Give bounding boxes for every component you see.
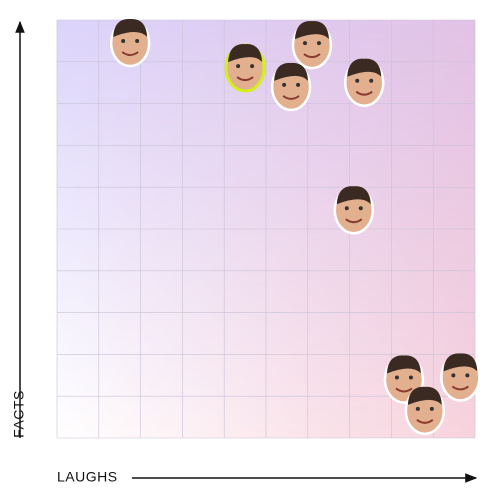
face-eye: [394, 375, 399, 380]
face-eye: [408, 375, 413, 380]
face-eye: [135, 38, 140, 43]
face-eye: [465, 373, 470, 378]
face: [404, 386, 446, 436]
face-mouth: [395, 387, 413, 393]
face: [440, 353, 481, 402]
face-hair: [274, 62, 309, 81]
face-eye: [355, 78, 360, 83]
face-hair: [336, 186, 371, 205]
face-eye: [302, 41, 307, 46]
y-axis-label: FACTS: [11, 390, 27, 438]
face-eye: [236, 64, 241, 69]
face-hair: [113, 18, 148, 37]
face-eye: [296, 82, 301, 87]
face-eye: [415, 406, 420, 411]
face-mouth: [303, 53, 321, 59]
face: [333, 185, 375, 235]
face-eye: [429, 406, 434, 411]
face-hair: [228, 44, 263, 63]
face-mouth: [451, 385, 469, 391]
face-hair: [443, 353, 478, 372]
face-hair: [294, 21, 329, 40]
face-hair: [407, 386, 442, 405]
face-mouth: [282, 95, 300, 100]
face-eye: [282, 82, 287, 87]
face: [291, 20, 333, 70]
face-eye: [250, 64, 255, 69]
x-axis-label: LAUGHS: [57, 469, 118, 485]
face-hair: [386, 355, 421, 374]
face: [270, 62, 312, 112]
face-mouth: [416, 419, 434, 424]
face-hair: [347, 58, 382, 77]
face-mouth: [236, 76, 254, 82]
face-eye: [121, 38, 126, 43]
face-mouth: [355, 90, 373, 96]
face: [343, 58, 385, 107]
face-eye: [316, 41, 321, 46]
face: [224, 43, 266, 93]
face-eye: [358, 206, 363, 211]
face-mouth: [121, 51, 139, 56]
face-eye: [451, 373, 456, 378]
face: [109, 18, 151, 68]
face-eye: [344, 206, 349, 211]
face-mouth: [345, 218, 363, 224]
face-eye: [369, 78, 374, 83]
